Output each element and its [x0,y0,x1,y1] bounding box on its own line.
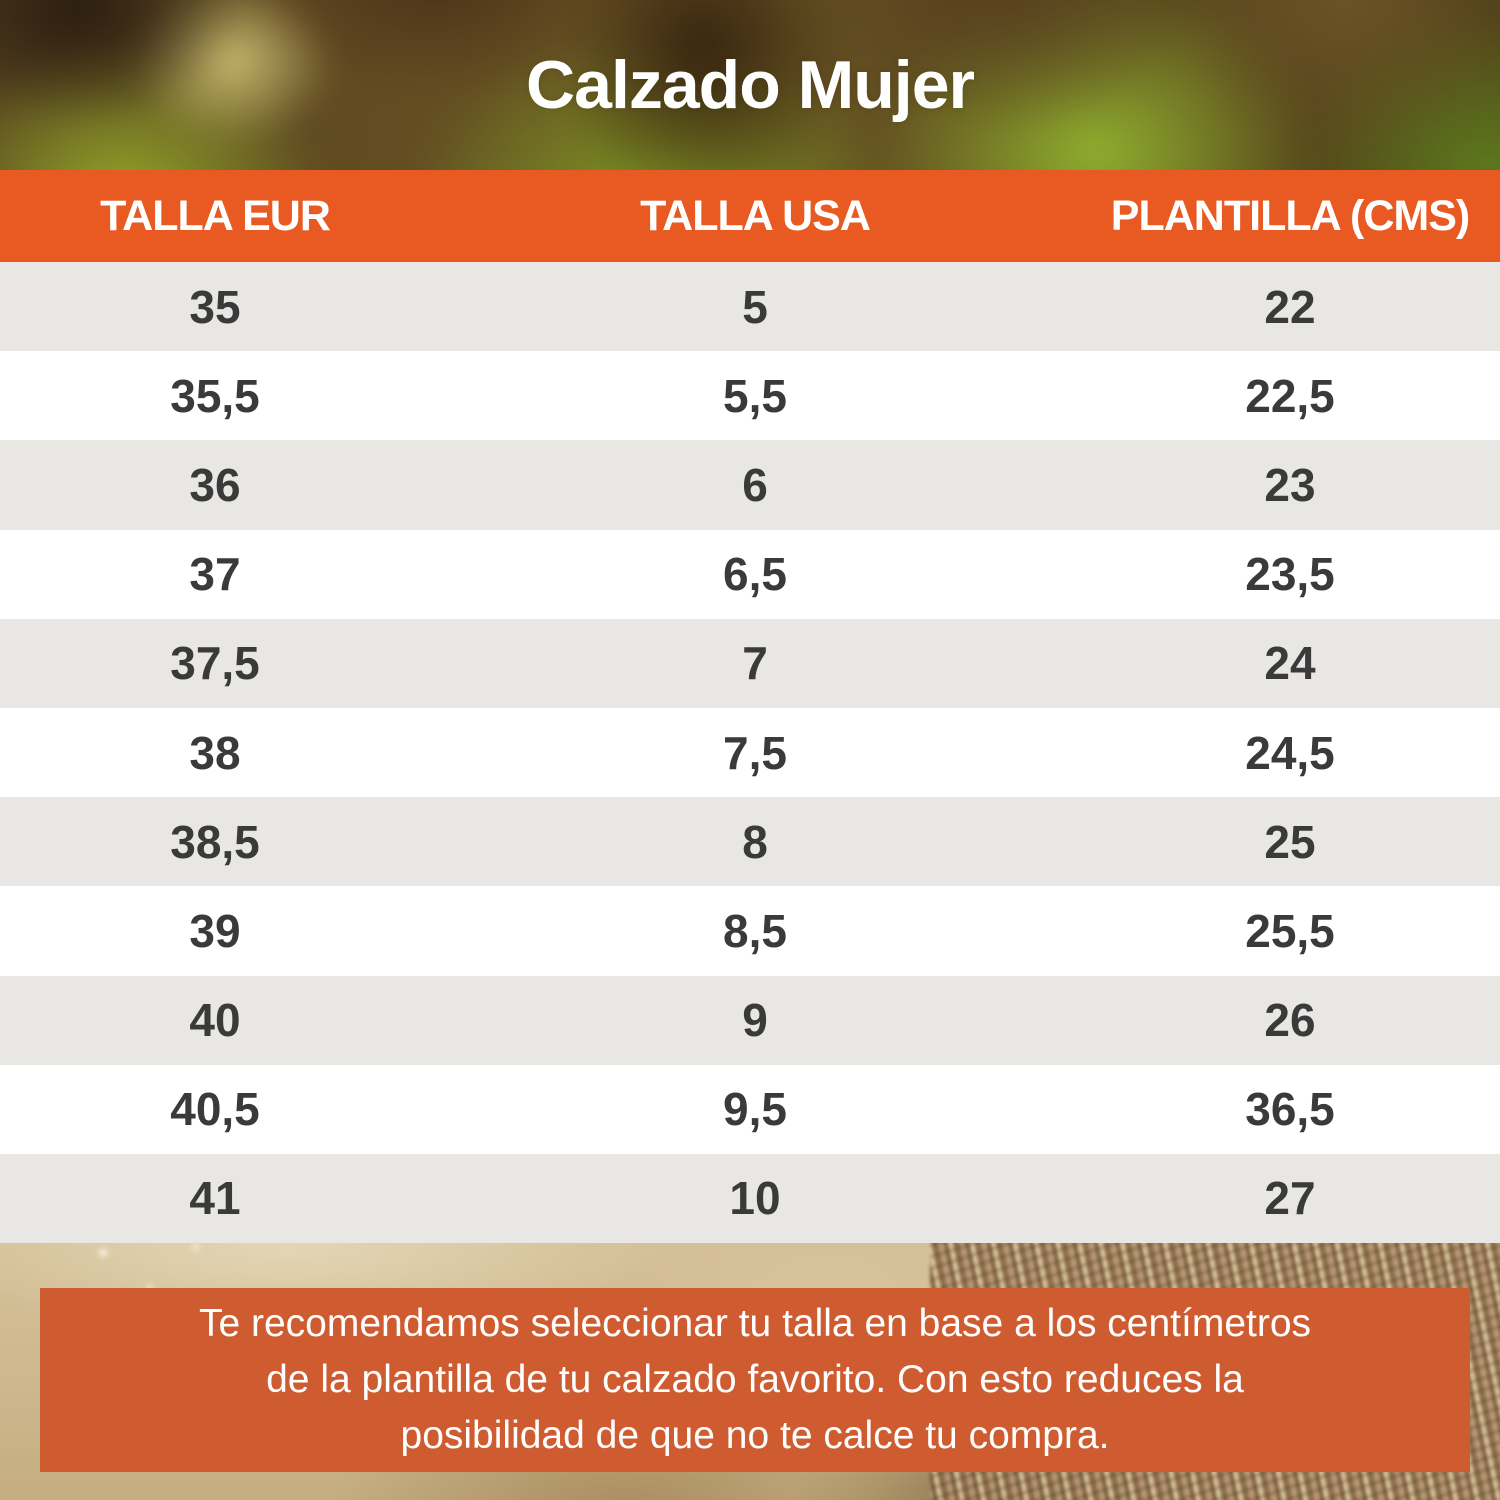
cell-talla-eur: 40,5 [170,1083,260,1136]
table-row: 36 6 23 [0,440,1500,530]
table-row: 41 10 27 [0,1153,1500,1244]
cell-talla-eur: 36 [189,458,241,511]
column-header-talla-usa: TALLA USA [640,191,871,240]
cell-plantilla-cms: 26 [1264,994,1316,1047]
cell-plantilla-cms: 24 [1264,637,1316,690]
cell-talla-usa: 8 [742,815,768,868]
table-header-row: TALLA EUR TALLA USA PLANTILLA (CMS) [0,170,1500,262]
cell-talla-eur: 41 [189,1172,241,1225]
note-line: de la plantilla de tu calzado favorito. … [266,1358,1244,1401]
cell-plantilla-cms: 23 [1264,458,1316,511]
cell-plantilla-cms: 22 [1264,280,1316,333]
cell-talla-eur: 40 [189,994,241,1047]
table-row: 37 6,5 23,5 [0,529,1500,619]
cell-talla-eur: 37 [189,548,241,601]
cell-plantilla-cms: 25,5 [1245,904,1335,957]
cell-plantilla-cms: 27 [1264,1172,1316,1225]
recommendation-note: Te recomendamos seleccionar tu talla en … [40,1288,1470,1472]
column-header-talla-eur: TALLA EUR [100,191,331,240]
cell-plantilla-cms: 23,5 [1245,548,1335,601]
hero-footer: Te recomendamos seleccionar tu talla en … [0,1243,1500,1500]
table-row: 38 7,5 24,5 [0,707,1500,798]
cell-talla-usa: 6,5 [723,548,787,601]
cell-talla-usa: 9 [742,994,768,1047]
cell-plantilla-cms: 24,5 [1245,726,1335,779]
column-header-plantilla-cms: PLANTILLA (CMS) [1110,191,1470,240]
cell-talla-usa: 9,5 [723,1083,787,1136]
size-table: 35 5 22 35,5 5,5 22,5 36 6 23 37 6,5 23,… [0,262,1500,1244]
cell-talla-eur: 38,5 [170,815,260,868]
note-line: posibilidad de que no te calce tu compra… [400,1414,1110,1457]
table-row: 40,5 9,5 36,5 [0,1064,1500,1154]
cell-talla-usa: 8,5 [723,904,787,957]
note-line: Te recomendamos seleccionar tu talla en … [198,1302,1312,1345]
table-row: 35 5 22 [0,262,1500,352]
table-row: 37,5 7 24 [0,618,1500,708]
cell-talla-eur: 39 [189,904,241,957]
cell-talla-usa: 6 [742,458,768,511]
cell-talla-eur: 38 [189,726,241,779]
cell-talla-usa: 7,5 [723,726,787,779]
table-row: 39 8,5 25,5 [0,886,1500,976]
nature-background-image [0,0,1500,170]
cell-talla-eur: 35,5 [170,369,260,422]
table-row: 35,5 5,5 22,5 [0,351,1500,441]
page-title: Calzado Mujer [526,47,975,123]
cell-talla-usa: 10 [729,1172,781,1225]
cell-plantilla-cms: 36,5 [1245,1083,1335,1136]
hero-header: Calzado Mujer [0,0,1500,170]
table-row: 40 9 26 [0,975,1500,1065]
cell-plantilla-cms: 22,5 [1245,369,1335,422]
table-row: 38,5 8 25 [0,797,1500,887]
cell-talla-usa: 7 [742,637,768,690]
cell-talla-usa: 5,5 [723,369,787,422]
cell-talla-usa: 5 [742,280,768,333]
cell-plantilla-cms: 25 [1264,815,1316,868]
cell-talla-eur: 37,5 [170,637,260,690]
cell-talla-eur: 35 [189,280,241,333]
